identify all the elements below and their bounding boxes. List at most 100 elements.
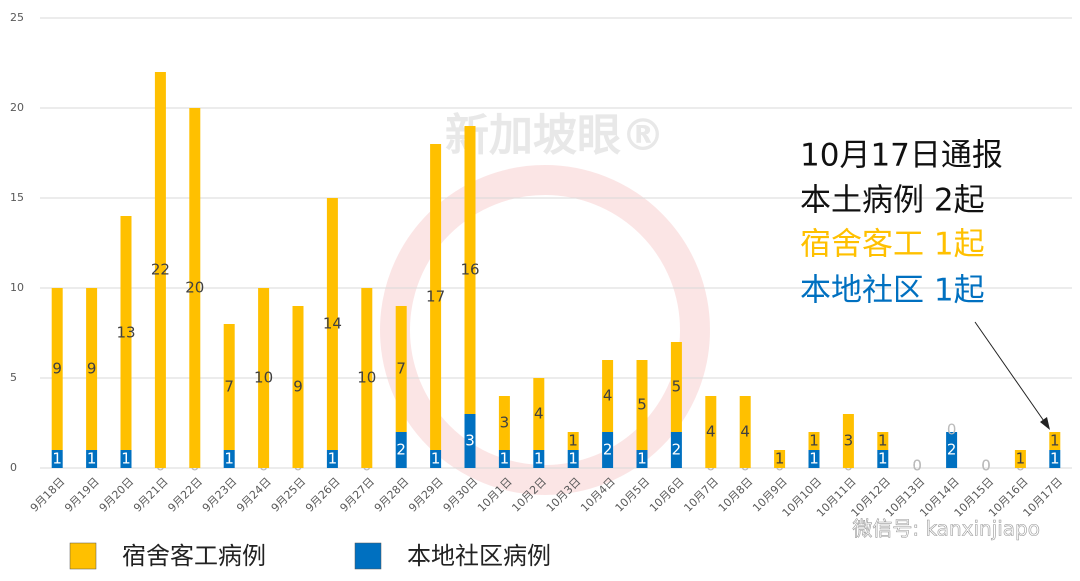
data-label: 10 xyxy=(254,369,273,387)
x-tick-label: 9月27日 xyxy=(337,475,377,515)
bar xyxy=(154,72,166,468)
arrow xyxy=(974,321,1047,425)
bar xyxy=(636,450,648,468)
x-tick-label: 9月23日 xyxy=(200,475,240,515)
watermark-logo xyxy=(380,165,710,495)
data-label: 2 xyxy=(672,441,682,459)
bar xyxy=(189,108,201,468)
annotation: 宿舍客工 1起 xyxy=(800,227,985,263)
data-label: 4 xyxy=(603,387,613,405)
bar xyxy=(86,450,98,468)
data-label: 1 xyxy=(534,450,544,468)
bar xyxy=(120,450,132,468)
data-label: 7 xyxy=(224,378,234,396)
data-label: 3 xyxy=(844,432,854,450)
bar xyxy=(430,450,442,468)
x-tick-label: 9月24日 xyxy=(234,475,274,515)
x-tick-label: 10月5日 xyxy=(613,475,653,515)
bar xyxy=(877,432,889,450)
bar xyxy=(1014,450,1026,468)
bar xyxy=(430,144,442,450)
x-tick-label: 9月28日 xyxy=(372,475,412,515)
bar xyxy=(223,450,235,468)
bar xyxy=(602,432,614,468)
bar xyxy=(464,414,476,468)
annotation: 10月17日通报 xyxy=(800,138,1003,174)
data-label: 17 xyxy=(426,288,445,306)
annotation: 本地社区 1起 xyxy=(800,273,985,309)
data-label: 0 xyxy=(912,457,922,475)
bar xyxy=(51,288,63,450)
data-label: 22 xyxy=(151,261,170,279)
data-label: 20 xyxy=(185,279,204,297)
bar xyxy=(567,432,579,450)
x-tick-label: 9月20日 xyxy=(97,475,137,515)
x-tick-label: 10月7日 xyxy=(681,475,721,515)
data-label: 1 xyxy=(775,450,785,468)
legend-label: 本地社区病例 xyxy=(407,542,551,570)
bar xyxy=(739,396,751,468)
bar xyxy=(86,288,98,450)
data-label: 1 xyxy=(328,450,338,468)
data-label: 1 xyxy=(121,450,131,468)
data-label: 1 xyxy=(1050,450,1060,468)
credit: 微信号: kanxinjiapo xyxy=(852,517,1040,541)
data-label: 1 xyxy=(1050,432,1060,450)
x-tick-label: 9月30日 xyxy=(441,475,481,515)
x-tick-label: 9月29日 xyxy=(406,475,446,515)
data-label: 1 xyxy=(809,432,819,450)
data-label: 4 xyxy=(706,423,716,441)
bar xyxy=(498,450,510,468)
bar xyxy=(464,126,476,414)
bar xyxy=(120,216,132,450)
bar xyxy=(636,360,648,450)
data-label: 9 xyxy=(293,378,303,396)
data-label: 3 xyxy=(500,414,510,432)
bar xyxy=(498,396,510,450)
bar xyxy=(670,342,682,432)
bar xyxy=(533,450,545,468)
data-label: 1 xyxy=(52,450,62,468)
data-label: 2 xyxy=(947,441,957,459)
bar xyxy=(395,306,407,432)
bar xyxy=(877,450,889,468)
data-label: 16 xyxy=(460,261,479,279)
data-label: 4 xyxy=(534,405,544,423)
y-tick-label: 20 xyxy=(10,101,24,114)
data-label: 1 xyxy=(568,432,578,450)
watermark: 新加坡眼® xyxy=(445,110,665,161)
bar xyxy=(258,288,270,468)
x-tick-label: 9月26日 xyxy=(303,475,343,515)
data-label: 2 xyxy=(603,441,613,459)
data-label: 1 xyxy=(224,450,234,468)
bar xyxy=(705,396,717,468)
legend-swatch xyxy=(354,542,382,570)
bar xyxy=(774,450,786,468)
data-label: 1 xyxy=(809,450,819,468)
y-tick-label: 10 xyxy=(10,281,24,294)
data-label: 0 xyxy=(947,421,957,439)
legend-label: 宿舍客工病例 xyxy=(122,542,266,570)
data-label: 1 xyxy=(500,450,510,468)
data-label: 1 xyxy=(431,450,441,468)
bar xyxy=(292,306,304,468)
data-label: 3 xyxy=(465,432,475,450)
data-label: 9 xyxy=(52,360,62,378)
data-label: 13 xyxy=(116,324,135,342)
bar xyxy=(395,432,407,468)
data-label: 1 xyxy=(1016,450,1026,468)
x-tick-label: 9月22日 xyxy=(165,475,205,515)
data-label: 1 xyxy=(568,450,578,468)
bar xyxy=(946,432,958,468)
x-tick-label: 10月8日 xyxy=(716,475,756,515)
x-tick-label: 9月18日 xyxy=(28,475,68,515)
data-label: 5 xyxy=(672,378,682,396)
x-tick-label: 10月6日 xyxy=(647,475,687,515)
bar xyxy=(567,450,579,468)
data-label: 0 xyxy=(912,457,922,475)
data-label: 7 xyxy=(396,360,406,378)
data-label: 5 xyxy=(637,396,647,414)
bar xyxy=(808,432,820,450)
y-tick-label: 5 xyxy=(10,371,17,384)
